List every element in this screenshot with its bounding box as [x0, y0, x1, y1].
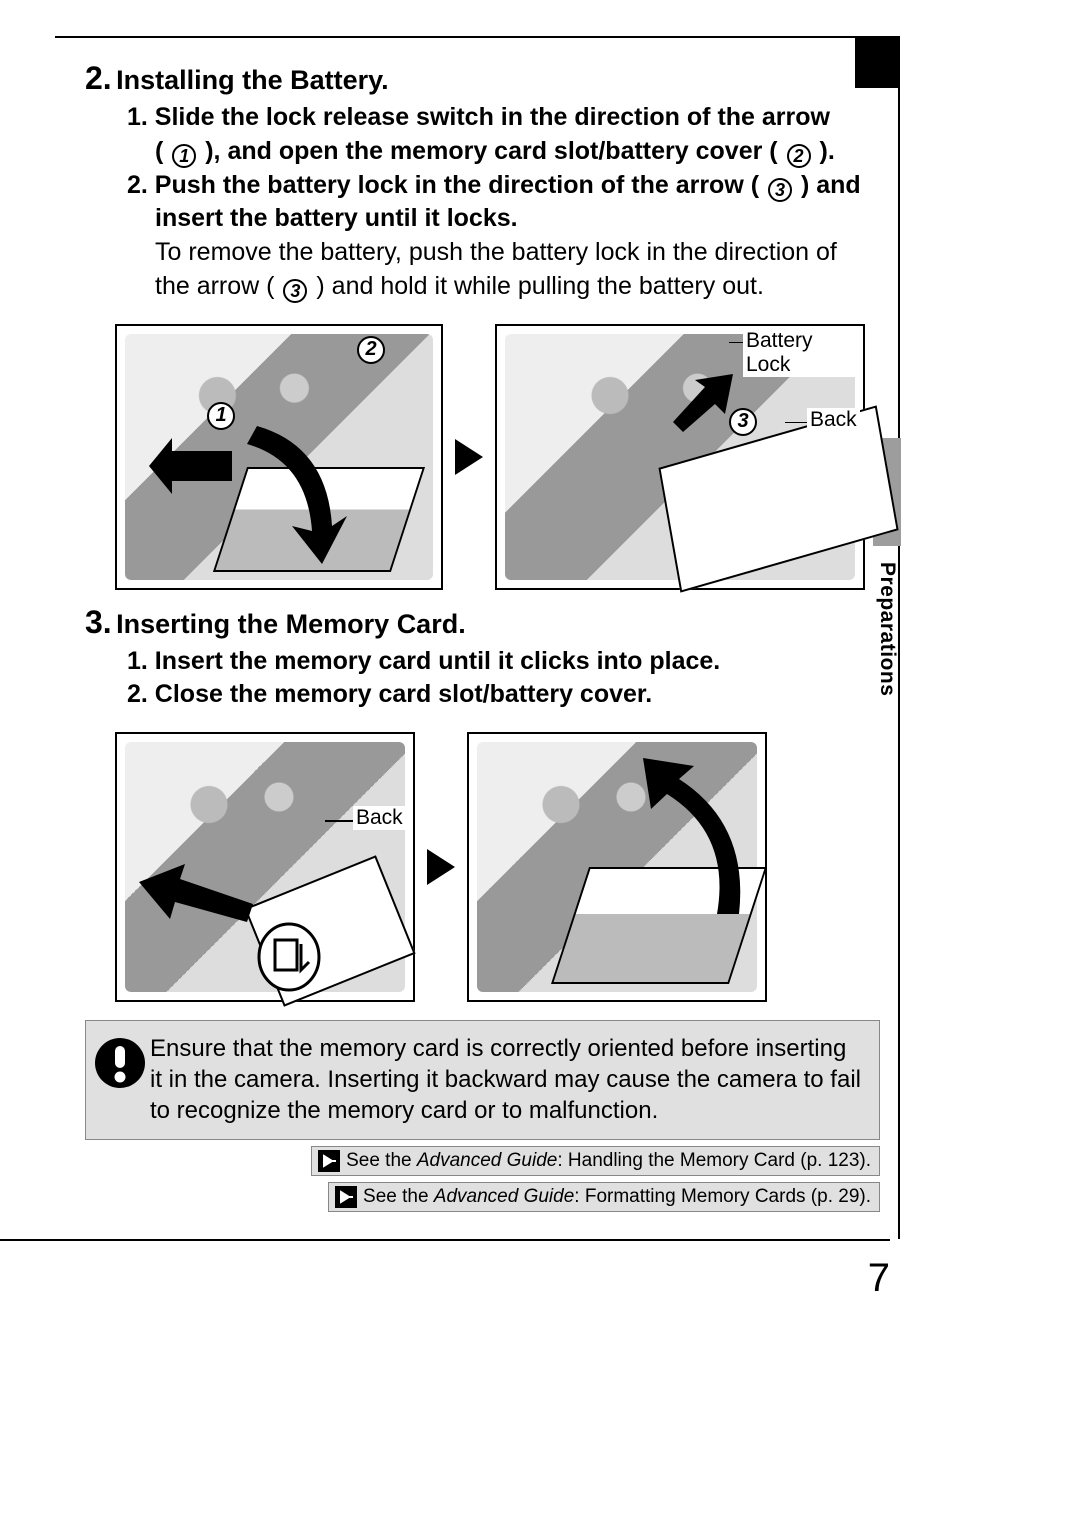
text: the arrow (	[155, 272, 274, 300]
step-2-body-1: To remove the battery, push the battery …	[127, 236, 880, 270]
figure-3a: Back	[115, 732, 415, 1002]
text: : Handling the Memory Card (p. 123).	[557, 1150, 871, 1171]
step-2: 2. Installing the Battery. 1. Slide the …	[85, 60, 880, 590]
page-number: 7	[868, 1256, 890, 1301]
callout-back: Back	[807, 408, 860, 432]
content-area: 2. Installing the Battery. 1. Slide the …	[85, 60, 880, 1212]
text: See the	[363, 1186, 434, 1207]
bottom-rule	[0, 1239, 890, 1241]
step-2-sub-2-cont: insert the battery until it locks.	[127, 202, 880, 236]
step-3-figure-row: Back	[115, 732, 880, 1002]
step-arrow-icon	[427, 849, 455, 885]
arrow-slide-lock-icon	[147, 436, 237, 496]
callout-battery-lock: Battery Lock	[743, 329, 863, 377]
manual-page: Preparations 2. Installing the Battery. …	[0, 0, 1080, 1521]
card-orientation-icon	[257, 922, 321, 992]
callout-back: Back	[353, 806, 406, 830]
ref-text: See the Advanced Guide: Handling the Mem…	[346, 1150, 871, 1172]
arrow-close-cover-icon	[639, 754, 759, 924]
step-3-title: Inserting the Memory Card.	[116, 609, 466, 639]
step-2-figure-row: 1 2 3	[115, 324, 880, 590]
ref-text: See the Advanced Guide: Formatting Memor…	[363, 1186, 871, 1208]
text: See the	[346, 1150, 417, 1171]
reference-2: See the Advanced Guide: Formatting Memor…	[328, 1182, 880, 1212]
text: ) and	[801, 171, 861, 199]
warning-box: Ensure that the memory card is correctly…	[85, 1020, 880, 1140]
text: ).	[820, 137, 835, 165]
text: (	[155, 137, 163, 165]
step-3-substeps: 1. Insert the memory card until it click…	[127, 645, 880, 713]
circle-3-inline-b: 3	[283, 279, 307, 303]
text-italic: Advanced Guide	[434, 1186, 575, 1207]
step-arrow-icon	[455, 439, 483, 475]
warning-icon	[94, 1037, 150, 1094]
text: 1. Slide the lock release switch in the …	[127, 103, 830, 131]
ref-arrow-icon	[335, 1186, 357, 1208]
figure-3b	[467, 732, 767, 1002]
reference-links: See the Advanced Guide: Handling the Mem…	[85, 1146, 880, 1212]
step-2-number: 2.	[85, 60, 112, 97]
step-3-sub-1: 1. Insert the memory card until it click…	[127, 645, 880, 679]
arrow-lock-icon	[665, 372, 735, 432]
warning-text: Ensure that the memory card is correctly…	[150, 1033, 863, 1127]
step-2-sub-2: 2. Push the battery lock in the directio…	[127, 169, 880, 203]
text: : Formatting Memory Cards (p. 29).	[574, 1186, 871, 1207]
ref-arrow-icon	[318, 1150, 340, 1172]
figure-2b: 3 Battery Lock Back	[495, 324, 865, 590]
text: ) and hold it while pulling the battery …	[316, 272, 764, 300]
step-3-number: 3.	[85, 604, 112, 641]
figure-marker-2: 2	[357, 336, 385, 364]
figure-2a: 1 2	[115, 324, 443, 590]
step-2-sub-1: 1. Slide the lock release switch in the …	[127, 101, 880, 135]
arrow-open-cover-icon	[237, 416, 357, 566]
step-2-substeps: 1. Slide the lock release switch in the …	[127, 101, 880, 304]
circle-3-inline: 3	[768, 178, 792, 202]
step-2-title: Installing the Battery.	[116, 65, 389, 95]
step-2-sub-1-cont: ( 1 ), and open the memory card slot/bat…	[127, 135, 880, 169]
figure-marker-1: 1	[207, 402, 235, 430]
step-3-sub-2: 2. Close the memory card slot/battery co…	[127, 678, 880, 712]
circle-2-inline: 2	[787, 144, 811, 168]
text: 2. Push the battery lock in the directio…	[127, 171, 759, 199]
circle-1-inline: 1	[172, 144, 196, 168]
step-3: 3. Inserting the Memory Card. 1. Insert …	[85, 604, 880, 1003]
step-2-body-2: the arrow ( 3 ) and hold it while pullin…	[127, 270, 880, 304]
text: ), and open the memory card slot/battery…	[205, 137, 777, 165]
reference-1: See the Advanced Guide: Handling the Mem…	[311, 1146, 880, 1176]
figure-marker-3: 3	[729, 408, 757, 436]
top-rule	[55, 36, 900, 38]
text-italic: Advanced Guide	[417, 1150, 558, 1171]
arrow-insert-card-icon	[135, 854, 255, 924]
